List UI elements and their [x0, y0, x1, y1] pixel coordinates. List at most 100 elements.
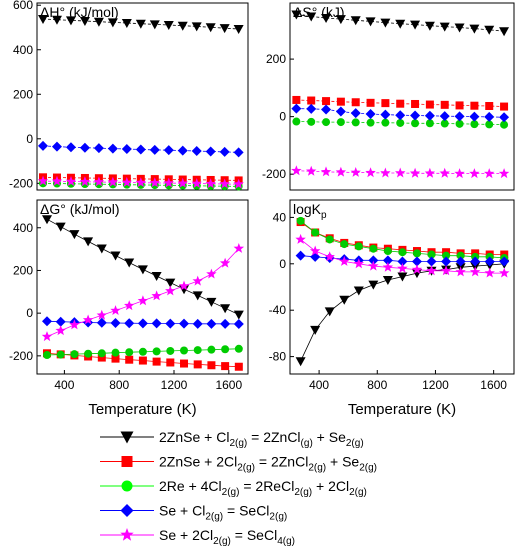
data-point [192, 291, 203, 301]
panel-title: ΔS° (kJ) [293, 4, 345, 20]
data-point [291, 165, 302, 176]
data-point [409, 167, 421, 178]
data-point [411, 119, 420, 128]
data-point [107, 143, 118, 154]
data-point [166, 346, 175, 355]
y-tick-label: -200 [262, 167, 286, 181]
data-point [43, 350, 52, 359]
data-point [152, 347, 161, 356]
data-point [382, 255, 393, 266]
data-point [383, 247, 392, 256]
data-point [365, 109, 376, 120]
data-point [110, 317, 121, 328]
data-point [221, 345, 230, 354]
data-point [485, 120, 494, 129]
data-point [207, 345, 216, 354]
data-point [111, 348, 120, 357]
data-point [366, 118, 375, 127]
data-point [295, 250, 306, 261]
data-point [111, 354, 120, 363]
y-tick-label: 600 [13, 0, 33, 12]
data-point [368, 255, 379, 266]
data-point [365, 167, 376, 178]
data-point [397, 262, 408, 273]
data-point [353, 286, 364, 296]
data-point [55, 222, 66, 232]
data-point [454, 111, 465, 122]
data-point [440, 119, 449, 128]
data-point [163, 145, 174, 156]
data-point [38, 15, 49, 25]
label-subscript: 2(g) [346, 438, 364, 449]
x-axis-label-1: Temperature (K) [88, 401, 196, 418]
data-point [336, 97, 345, 106]
data-point [412, 249, 421, 258]
data-point [152, 357, 161, 366]
series-4 [42, 316, 244, 330]
data-point [205, 23, 216, 33]
data-point [291, 103, 302, 114]
data-point [351, 98, 360, 107]
data-point [321, 13, 332, 23]
legend-entry-2: 2ZnSe + 2Cl2(g) = 2ZnCl2(g) + Se2(g) [100, 454, 377, 474]
data-point [79, 142, 90, 153]
data-point [193, 346, 202, 355]
data-point [292, 117, 301, 126]
label-text: 2ZnSe + Cl [159, 429, 229, 445]
x-tick-label: 1600 [215, 378, 242, 392]
legend-label: 2Re + 4Cl2(g) = 2ReCl2(g) + 2Cl2(g) [159, 478, 367, 498]
data-point [137, 295, 149, 306]
plot-frame [36, 199, 249, 375]
legend-label: Se + Cl2(g) = SeCl2(g) [159, 503, 287, 523]
y-tick-label: 0 [279, 257, 286, 271]
data-point [498, 168, 510, 179]
panel-title: ΔH° (kJ/mol) [40, 4, 119, 20]
data-point [499, 267, 510, 278]
data-point [96, 317, 107, 328]
data-point [96, 244, 107, 254]
data-point [70, 350, 79, 359]
y-tick-label: 400 [13, 221, 33, 235]
data-point [69, 230, 80, 240]
data-point [151, 318, 162, 329]
data-point [233, 25, 244, 35]
data-point [124, 300, 135, 311]
data-point [65, 16, 76, 26]
data-point [292, 95, 301, 104]
data-point [149, 177, 160, 188]
data-point [193, 360, 202, 369]
data-point [233, 147, 244, 158]
series-1 [38, 15, 244, 35]
legend-marker [121, 480, 133, 492]
data-point [51, 15, 62, 25]
y-tick-label: 0 [26, 306, 33, 320]
data-point [42, 316, 53, 327]
y-tick-label: 400 [13, 43, 33, 57]
label-subscript: (g) [301, 438, 313, 449]
label-text: = 2ZnCl [255, 454, 308, 470]
data-point [439, 167, 450, 178]
data-point [322, 118, 331, 127]
data-point [124, 258, 135, 268]
data-point [165, 278, 176, 288]
data-point [484, 256, 495, 267]
data-point [339, 256, 350, 266]
data-point [219, 146, 230, 157]
legend-entry-5: Se + 2Cl2(g) = SeCl4(g) [100, 527, 295, 547]
data-point [380, 18, 391, 28]
data-point [233, 319, 244, 330]
data-point [191, 146, 202, 157]
data-point [180, 346, 189, 355]
data-point [427, 250, 436, 259]
data-point [42, 215, 53, 225]
data-point [470, 120, 479, 129]
data-point [455, 256, 466, 267]
x-tick-label: 400 [309, 378, 329, 392]
data-point [350, 167, 361, 177]
data-point [149, 20, 160, 30]
label-subscript: 2(g) [222, 487, 240, 498]
data-point [335, 166, 347, 177]
data-point [83, 237, 94, 247]
data-point [325, 235, 334, 244]
